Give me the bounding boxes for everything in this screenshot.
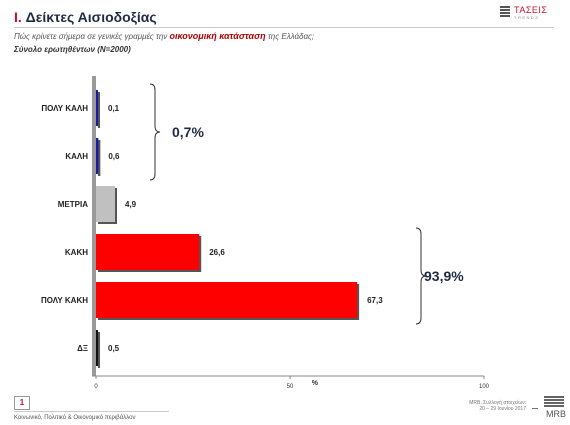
category-label: ΚΑΚΗ bbox=[65, 248, 88, 257]
group-total-label: 93,9% bbox=[424, 268, 464, 284]
bar bbox=[96, 282, 358, 318]
question-pre: Πώς κρίνετε σήμερα σε γενικές γραμμές τη… bbox=[14, 32, 170, 41]
source-line-1: MRB, Συλλογή στοιχείων: bbox=[469, 400, 526, 406]
question-text: Πώς κρίνετε σήμερα σε γενικές γραμμές τη… bbox=[14, 31, 314, 41]
bar bbox=[96, 90, 98, 126]
category-label: ΠΟΛΥ ΚΑΛΗ bbox=[41, 104, 88, 113]
x-axis-label: % bbox=[312, 380, 319, 387]
bar-shadow bbox=[98, 92, 100, 128]
data-label: 0,6 bbox=[108, 152, 120, 161]
x-tick-label: 0 bbox=[94, 384, 98, 390]
x-tick-label: 50 bbox=[287, 384, 294, 390]
logo-dash bbox=[532, 408, 538, 409]
group-brace bbox=[415, 227, 427, 325]
logo-sub: TRENDS bbox=[514, 15, 540, 20]
header-divider bbox=[14, 27, 554, 28]
logo-mark-icon bbox=[500, 6, 510, 18]
bar bbox=[96, 330, 98, 366]
footer-source: MRB, Συλλογή στοιχείων: 20 – 29 Ιουνίου … bbox=[469, 400, 526, 412]
mrb-logo: MRB bbox=[532, 396, 566, 422]
category-label: ΜΕΤΡΙΑ bbox=[58, 200, 88, 209]
category-label: ΠΟΛΥ ΚΑΚΗ bbox=[41, 296, 88, 305]
bar-shadow bbox=[98, 332, 100, 368]
bar bbox=[96, 138, 99, 174]
y-axis-wall bbox=[92, 76, 96, 376]
question-post: της Ελλάδας; bbox=[265, 32, 315, 41]
footer-divider bbox=[14, 411, 169, 412]
data-label: 0,1 bbox=[108, 104, 120, 113]
group-total-label: 0,7% bbox=[172, 124, 204, 140]
mrb-mark-icon bbox=[544, 396, 564, 408]
title-text: Δείκτες Αισιοδοξίας bbox=[25, 9, 157, 25]
data-label: 67,3 bbox=[367, 296, 383, 305]
bar-shadow bbox=[98, 140, 101, 176]
data-label: 0,5 bbox=[108, 344, 120, 353]
logo-name: ΤΑΣΕΙΣ bbox=[514, 5, 548, 15]
bar bbox=[96, 234, 200, 270]
bar bbox=[96, 186, 116, 222]
title-number: I. bbox=[14, 9, 22, 25]
sample-base: Σύνολο ερωτηθέντων (N=2000) bbox=[14, 45, 131, 54]
x-tick-label: 100 bbox=[479, 384, 490, 390]
source-line-2: 20 – 29 Ιουνίου 2017 bbox=[479, 406, 526, 412]
tasis-logo: ΤΑΣΕΙΣ TRENDS bbox=[500, 5, 562, 22]
data-label: 26,6 bbox=[209, 248, 225, 257]
mrb-logo-text: MRB bbox=[546, 409, 566, 419]
question-highlight: οικονομική κατάσταση bbox=[169, 31, 266, 41]
group-brace bbox=[149, 83, 161, 181]
data-label: 4,9 bbox=[125, 200, 137, 209]
page-number: 1 bbox=[14, 396, 30, 410]
category-label: ΔΞ bbox=[77, 344, 88, 353]
page-title: I. Δείκτες Αισιοδοξίας bbox=[14, 9, 157, 25]
footer-section: Κοινωνικό, Πολιτικό & Οικονομικό περιβάλ… bbox=[14, 415, 136, 421]
category-label: ΚΑΛΗ bbox=[65, 152, 88, 161]
